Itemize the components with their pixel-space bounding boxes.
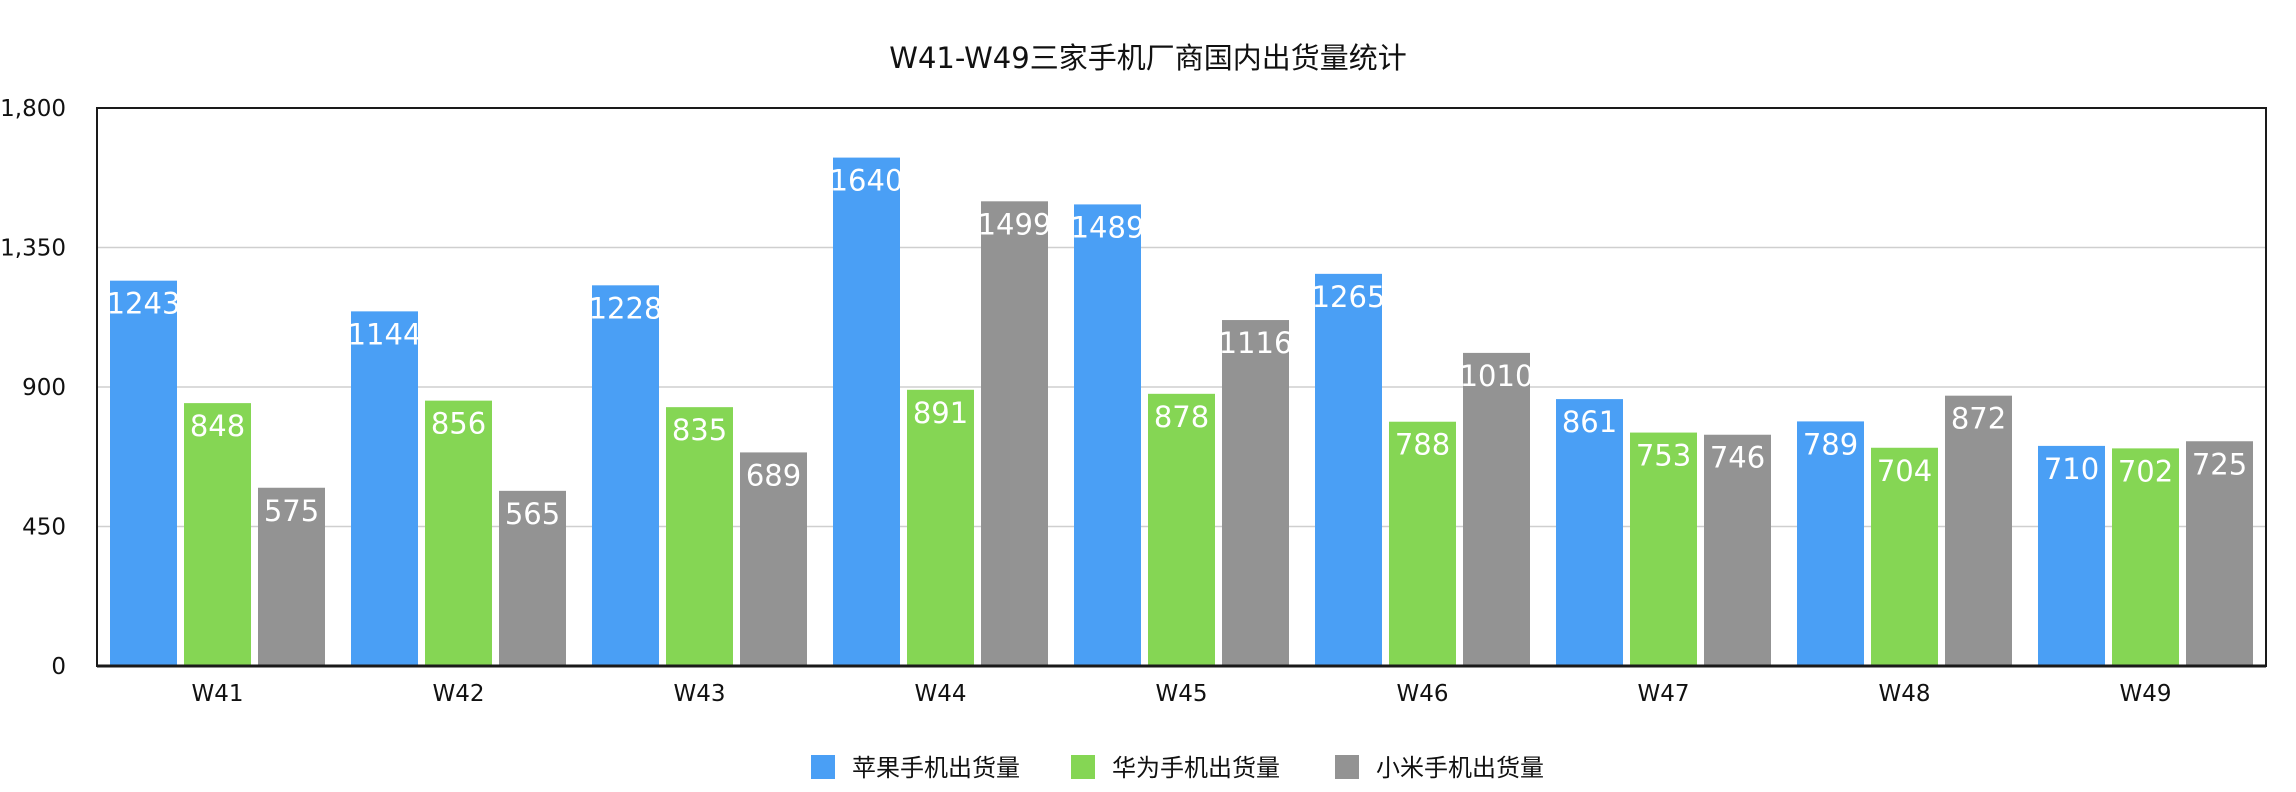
y-tick-label: 0 [51,654,66,680]
bar-group-w46: 1265 788 1010 [1312,273,1534,666]
data-label-w43-series-2: 689 [746,458,801,492]
data-label-w46-series-2: 1010 [1460,359,1534,393]
data-label-w42-series-0: 1144 [348,317,422,351]
x-tick-label-w47: W47 [1637,681,1689,707]
legend-item-1: 华为手机出货量 [1071,754,1280,782]
bar-w42-series-1 [425,400,492,666]
bar-w43-series-2 [740,452,807,666]
data-label-w44-series-0: 1640 [830,164,904,198]
legend-label: 小米手机出货量 [1376,754,1544,782]
bar-group-w49: 710 702 725 [2038,441,2253,666]
bar-w44-series-2 [981,201,1048,666]
bar-w48-series-2 [1945,395,2012,666]
x-tick-label-w41: W41 [191,681,243,707]
data-label-w48-series-2: 872 [1951,402,2006,436]
data-label-w45-series-1: 878 [1154,400,1209,434]
legend-swatch [811,755,835,779]
y-tick-label: 1,350 [0,236,66,262]
data-label-w46-series-1: 788 [1395,428,1450,462]
bar-w47-series-0 [1556,399,1623,666]
legend-item-2: 小米手机出货量 [1335,754,1544,782]
data-label-w49-series-0: 710 [2044,452,2099,486]
data-label-w43-series-1: 835 [672,413,727,447]
bar-w48-series-1 [1871,447,1938,666]
bar-group-w41: 1243 848 575 [107,280,325,666]
bar-w48-series-0 [1797,421,1864,666]
bar-w47-series-2 [1704,434,1771,666]
data-label-w47-series-2: 746 [1710,441,1765,475]
bar-w41-series-0 [110,280,177,666]
bar-w49-series-0 [2038,445,2105,666]
data-label-w47-series-1: 753 [1636,439,1691,473]
data-label-w45-series-0: 1489 [1071,210,1145,244]
data-label-w41-series-1: 848 [190,409,245,443]
bar-w47-series-1 [1630,432,1697,666]
x-tick-label-w44: W44 [914,681,966,707]
bar-w45-series-0 [1074,204,1141,666]
x-tick-label-w48: W48 [1878,681,1930,707]
bar-w42-series-0 [351,311,418,666]
data-label-w45-series-2: 1116 [1219,326,1293,360]
bar-w43-series-1 [666,407,733,666]
bar-w46-series-1 [1389,421,1456,666]
y-tick-label: 900 [22,375,66,401]
data-label-w48-series-0: 789 [1803,427,1858,461]
bar-w45-series-2 [1222,320,1289,666]
bar-w44-series-1 [907,389,974,666]
bar-w46-series-2 [1463,352,1530,666]
data-label-w49-series-1: 702 [2118,454,2173,488]
data-label-w44-series-2: 1499 [978,207,1052,241]
legend: 苹果手机出货量 华为手机出货量 小米手机出货量 [811,754,1544,782]
plot-frame [96,107,2267,668]
bars: 1243 848 575 1144 856 565 1228 835 689 1640 891 149… [107,157,2253,666]
y-tick-label: 1,800 [0,96,66,122]
bar-group-w42: 1144 856 565 [348,311,566,666]
bar-w42-series-2 [499,490,566,666]
data-label-w42-series-1: 856 [431,407,486,441]
data-label-w46-series-0: 1265 [1312,280,1386,314]
bar-w49-series-1 [2112,448,2179,666]
y-tick-label: 450 [22,515,66,541]
x-tick-label-w42: W42 [432,681,484,707]
data-label-w48-series-1: 704 [1877,454,1932,488]
legend-label: 苹果手机出货量 [852,754,1020,782]
bar-w46-series-0 [1315,273,1382,666]
bar-group-w45: 1489 878 1116 [1071,204,1293,666]
data-label-w47-series-0: 861 [1562,405,1617,439]
data-label-w41-series-0: 1243 [107,287,181,321]
x-tick-label-w45: W45 [1155,681,1207,707]
bar-w43-series-0 [592,285,659,666]
legend-swatch [1335,755,1359,779]
data-label-w49-series-2: 725 [2192,447,2247,481]
legend-swatch [1071,755,1095,779]
bar-w44-series-0 [833,157,900,666]
data-label-w41-series-2: 575 [264,494,319,528]
legend-item-0: 苹果手机出货量 [811,754,1020,782]
y-axis: 0 450 900 1,350 1,800 [0,96,66,680]
x-tick-label-w43: W43 [673,681,725,707]
x-tick-label-w46: W46 [1396,681,1448,707]
data-label-w42-series-2: 565 [505,497,560,531]
data-label-w43-series-0: 1228 [589,291,663,325]
bar-group-w43: 1228 835 689 [589,285,807,666]
legend-label: 华为手机出货量 [1112,754,1280,782]
x-axis: W41 W42 W43 W44 W45 W46 W47 W48 W49 [191,681,2171,707]
bar-w41-series-2 [258,487,325,666]
bar-group-w48: 789 704 872 [1797,395,2012,666]
bar-group-w47: 861 753 746 [1556,399,1771,666]
bar-w49-series-2 [2186,441,2253,666]
bar-w41-series-1 [184,403,251,666]
data-label-w44-series-1: 891 [913,396,968,430]
bar-w45-series-1 [1148,393,1215,666]
x-tick-label-w49: W49 [2119,681,2171,707]
chart-title: W41-W49三家手机厂商国内出货量统计 [889,41,1406,75]
bar-group-w44: 1640 891 1499 [830,157,1052,666]
